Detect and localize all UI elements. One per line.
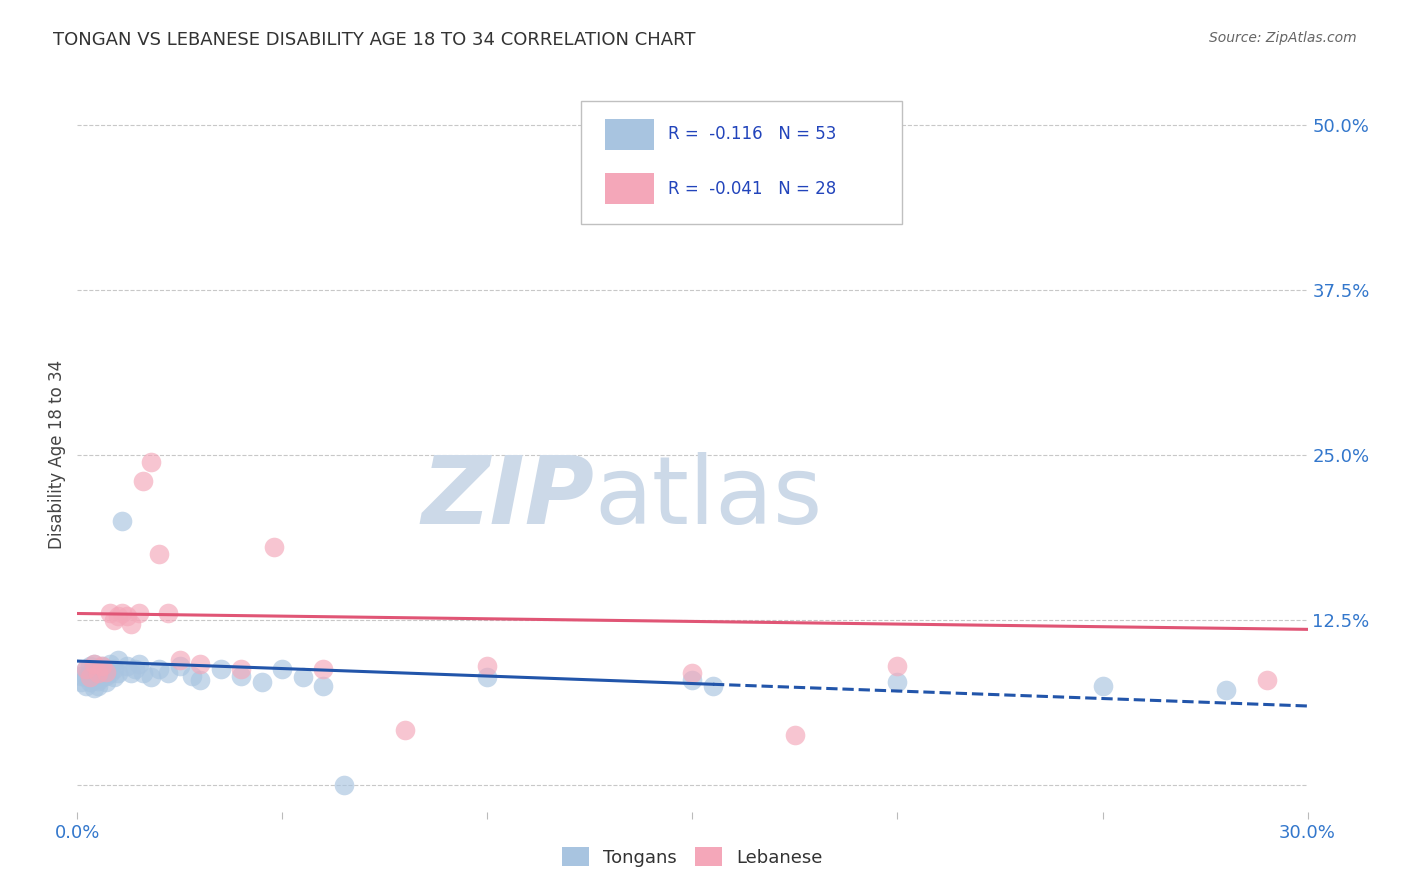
Point (394, 723, 416, 737)
Point (75, 679, 97, 693)
Point (682, 665, 704, 680)
Point (333, 778, 356, 792)
Point (87, 668, 110, 682)
Point (87, 679, 110, 693)
Point (90, 665, 114, 680)
Point (115, 609, 138, 624)
Point (75, 662, 97, 676)
Point (75, 662, 97, 676)
Point (1215, 683, 1237, 698)
Point (148, 662, 170, 676)
Point (115, 659, 138, 673)
Point (107, 665, 129, 680)
Point (98, 607, 121, 621)
Point (90, 659, 114, 673)
Point (132, 665, 155, 680)
Point (98, 665, 121, 680)
Point (169, 659, 191, 673)
Point (94, 668, 117, 682)
Text: TONGAN VS LEBANESE DISABILITY AGE 18 TO 34 CORRELATION CHART: TONGAN VS LEBANESE DISABILITY AGE 18 TO … (53, 31, 696, 49)
Point (250, 675, 273, 690)
Point (128, 657, 150, 671)
Text: ZIP: ZIP (422, 451, 595, 544)
Point (141, 454, 163, 468)
Point (79, 665, 101, 680)
Point (156, 665, 179, 680)
Point (79, 670, 101, 684)
Point (312, 662, 335, 676)
Point (94, 675, 117, 690)
Point (75, 670, 97, 684)
Point (90, 659, 114, 673)
Point (107, 653, 129, 667)
Point (79, 659, 101, 673)
Point (156, 607, 179, 621)
Point (111, 607, 134, 621)
Point (83, 657, 105, 671)
Point (90, 670, 114, 684)
Point (209, 662, 232, 676)
Point (682, 673, 704, 687)
Point (477, 670, 499, 684)
Point (783, 728, 806, 742)
Point (886, 675, 908, 690)
Point (94, 665, 117, 679)
Point (263, 541, 285, 555)
Point (312, 679, 335, 693)
Point (79, 675, 101, 690)
Point (124, 662, 146, 676)
Point (291, 670, 314, 684)
Point (188, 657, 212, 671)
Point (128, 607, 150, 621)
Point (103, 670, 125, 684)
Text: atlas: atlas (595, 451, 823, 544)
Point (87, 662, 110, 676)
Point (886, 659, 908, 673)
Point (141, 670, 163, 684)
Point (188, 673, 212, 687)
Point (181, 668, 204, 682)
Point (702, 679, 724, 693)
Point (148, 547, 170, 561)
Point (103, 662, 125, 676)
Point (271, 662, 294, 676)
Point (111, 514, 134, 528)
Point (477, 659, 499, 673)
Point (107, 609, 129, 624)
Point (94, 662, 117, 676)
Legend: Tongans, Lebanese: Tongans, Lebanese (554, 840, 831, 874)
Point (231, 668, 253, 682)
Point (231, 662, 253, 676)
Point (70, 675, 93, 690)
Point (83, 673, 105, 687)
Point (132, 475, 155, 489)
Text: R =  -0.041   N = 28: R = -0.041 N = 28 (668, 180, 837, 198)
Point (120, 665, 142, 680)
Point (87, 673, 110, 688)
Y-axis label: Disability Age 18 to 34: Disability Age 18 to 34 (48, 360, 66, 549)
Point (87, 665, 110, 680)
Point (120, 617, 142, 632)
Point (169, 653, 191, 667)
Point (103, 613, 125, 627)
Text: Source: ZipAtlas.com: Source: ZipAtlas.com (1209, 31, 1357, 45)
Point (1091, 679, 1114, 693)
Point (83, 681, 105, 695)
Point (70, 668, 93, 682)
Point (83, 665, 105, 679)
Text: R =  -0.116   N = 53: R = -0.116 N = 53 (668, 126, 837, 144)
Point (1256, 673, 1278, 687)
Point (83, 657, 105, 671)
Point (98, 657, 121, 671)
